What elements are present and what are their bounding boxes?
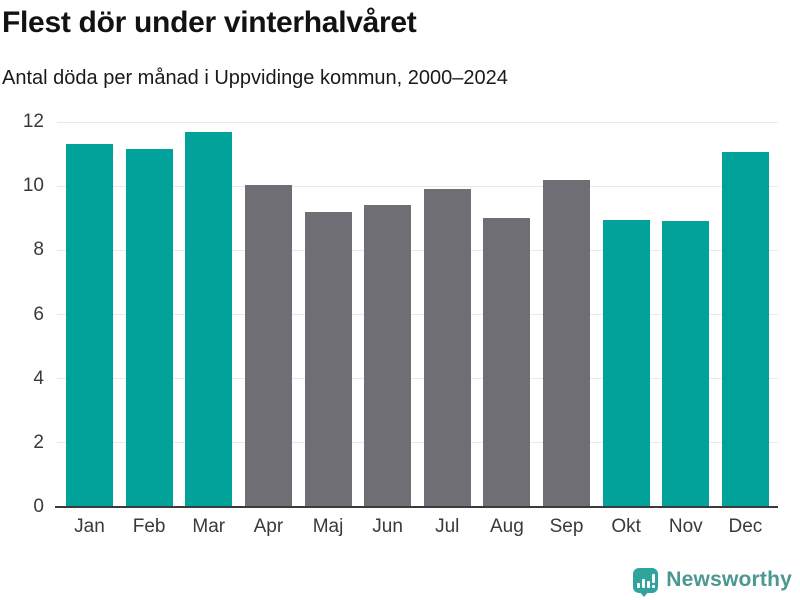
gridline-4 (57, 378, 778, 380)
brand-name: Newsworthy (666, 568, 792, 591)
exclamation-glyph (651, 573, 655, 588)
gridline-10 (57, 185, 778, 187)
bars (57, 122, 778, 507)
bar-okt (602, 219, 650, 507)
chart-subtitle: Antal döda per månad i Uppvidinge kommun… (2, 67, 508, 89)
bar-jun (364, 205, 412, 507)
chart-title: Flest dör under vinterhalvåret (2, 6, 417, 39)
y-tick-label-4: 4 (33, 367, 44, 389)
x-axis-line (55, 506, 778, 508)
plot-area (55, 121, 778, 508)
bar-feb (125, 149, 173, 507)
x-label-mar: Mar (192, 516, 226, 537)
gridline-2 (57, 442, 778, 444)
bar-sep (543, 179, 590, 507)
x-label-nov: Nov (668, 516, 703, 537)
x-label-jan: Jan (74, 516, 105, 537)
x-label-feb: Feb (132, 516, 166, 537)
y-tick-label-6: 6 (33, 303, 44, 325)
x-label-dec: Dec (728, 516, 763, 537)
gridline-8 (57, 249, 778, 251)
x-label-sep: Sep (549, 516, 584, 537)
y-tick-label-2: 2 (33, 431, 44, 453)
y-tick-label-12: 12 (22, 111, 44, 132)
x-label-okt: Okt (611, 516, 641, 537)
y-axis: 0 2 4 6 8 10 12 (0, 111, 44, 517)
x-label-jun: Jun (372, 516, 403, 537)
y-tick-label-8: 8 (33, 239, 44, 261)
brand-footer: Newsworthy (633, 563, 792, 597)
bar-mar (185, 131, 233, 507)
logo-bar-chart-glyph (636, 573, 655, 588)
bar-jul (423, 189, 471, 507)
y-tick-label-10: 10 (22, 175, 44, 197)
newsworthy-logo-icon (633, 567, 659, 597)
logo-speech-tail (639, 590, 650, 597)
x-label-maj: Maj (312, 516, 344, 537)
bar-apr (244, 184, 292, 507)
bar-aug (483, 218, 531, 507)
x-label-jul: Jul (435, 516, 460, 537)
bar-jan (66, 144, 113, 507)
gridline-6 (57, 314, 778, 315)
y-tick-label-0: 0 (33, 496, 44, 517)
x-label-apr: Apr (253, 516, 284, 537)
x-axis-labels: Jan Feb Mar Apr Maj Jun Jul Aug Sep Okt Nov Dec (57, 516, 778, 538)
bar-dec (721, 152, 769, 507)
bar-maj (304, 211, 352, 507)
x-label-aug: Aug (489, 516, 524, 537)
bar-nov (662, 221, 710, 507)
gridline-12 (57, 121, 778, 123)
